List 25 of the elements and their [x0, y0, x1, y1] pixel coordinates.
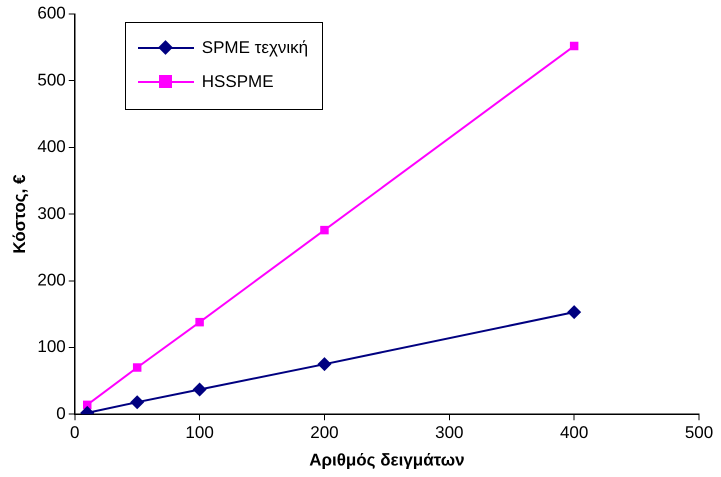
point — [130, 395, 144, 410]
x-tick-label: 100 — [185, 423, 214, 442]
x-tick-label: 200 — [310, 423, 339, 442]
y-tick-label: 100 — [37, 337, 66, 356]
x-tick-label: 0 — [70, 423, 80, 442]
point — [317, 357, 332, 372]
point — [195, 318, 204, 326]
y-axis-title: Κόστος, € — [10, 174, 29, 254]
legend-label: HSSPME — [202, 72, 274, 92]
y-tick-label: 200 — [37, 270, 66, 290]
x-axis-title: Αριθμός δειγμάτων — [309, 450, 465, 470]
legend-label: SPME τεχνική — [202, 38, 308, 58]
point — [192, 382, 207, 397]
point — [567, 305, 582, 320]
x-tick-label: 300 — [435, 423, 464, 442]
x-tick-label: 400 — [560, 423, 588, 442]
point — [320, 226, 329, 234]
point — [132, 363, 142, 372]
y-tick-label: 600 — [37, 4, 66, 23]
x-tick-label: 500 — [684, 423, 714, 442]
y-tick-label: 400 — [37, 137, 66, 156]
y-tick-label: 0 — [56, 404, 66, 423]
point — [570, 42, 578, 50]
y-tick-label: 300 — [37, 204, 66, 223]
y-tick-label: 500 — [37, 70, 66, 90]
